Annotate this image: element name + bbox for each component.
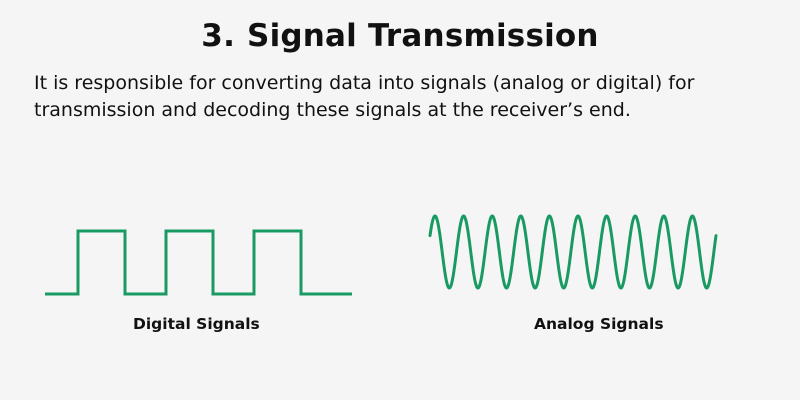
digital-signal-waveform: [45, 229, 352, 296]
section-number: 3.: [201, 18, 236, 54]
title-text: Signal Transmission: [247, 18, 599, 54]
analog-signals-label: Analog Signals: [534, 315, 664, 333]
description-text: It is responsible for converting data in…: [34, 72, 695, 121]
section-title: 3. Signal Transmission: [0, 18, 800, 54]
digital-signals-label: Digital Signals: [133, 315, 260, 333]
analog-signal-waveform: [428, 214, 718, 290]
